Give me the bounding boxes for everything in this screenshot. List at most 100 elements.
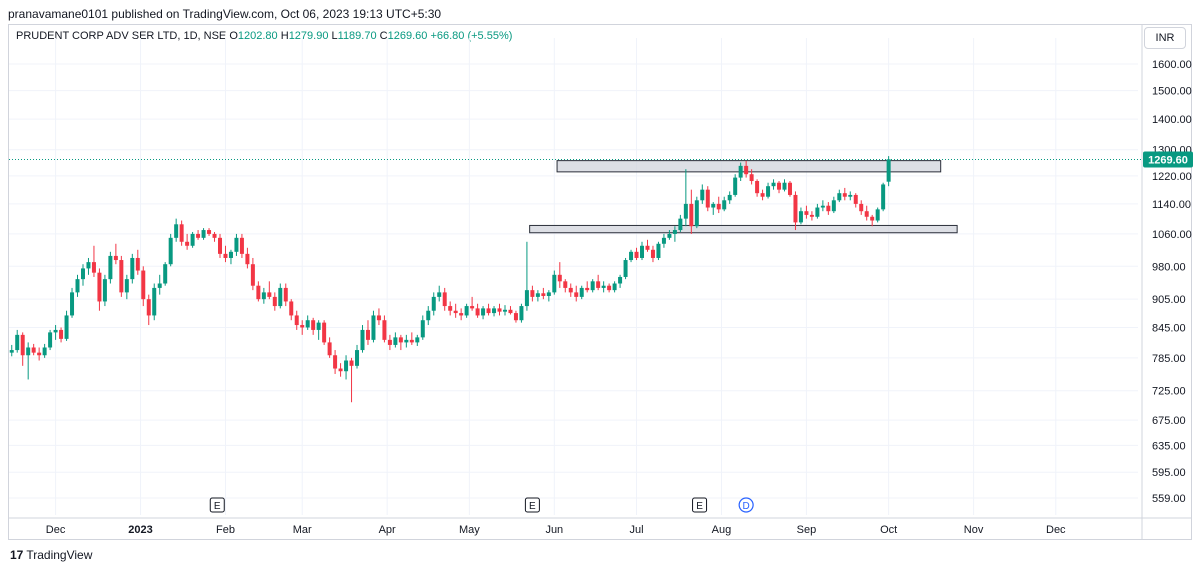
candle-body <box>201 230 206 238</box>
brand-name: TradingView <box>26 548 93 562</box>
candle <box>300 320 305 335</box>
currency-button[interactable]: INR <box>1144 27 1186 49</box>
candle-body <box>344 360 349 372</box>
candle-body <box>289 301 294 316</box>
dividend-event-marker[interactable]: D <box>738 497 754 513</box>
last-price-label: 1269.60 <box>1148 154 1188 166</box>
candle-body <box>75 279 80 293</box>
candle-body <box>190 233 195 246</box>
low-value: 1189.70 <box>337 30 377 42</box>
earnings-event-marker[interactable]: E <box>524 497 540 513</box>
x-tick-label: Jun <box>545 524 563 536</box>
candle <box>26 342 31 380</box>
candle-body <box>513 313 518 321</box>
candle <box>212 231 217 242</box>
candle <box>755 179 760 197</box>
candle-body <box>837 193 842 201</box>
candle <box>502 305 507 316</box>
tradingview-brand[interactable]: 17 TradingView <box>10 548 92 562</box>
candle-body <box>524 290 529 307</box>
candle-body <box>596 281 601 288</box>
candle-body <box>683 203 688 219</box>
candle <box>59 327 64 343</box>
candle <box>20 332 25 366</box>
candle <box>102 274 107 307</box>
symbol-name: PRUDENT CORP ADV SER LTD, 1D, NSE <box>16 30 227 42</box>
candle <box>37 347 42 361</box>
candle <box>481 306 486 320</box>
candle-body <box>59 329 64 339</box>
candle-body <box>667 233 672 238</box>
candle-body <box>31 347 36 353</box>
candle <box>376 308 381 326</box>
y-tick-label: 1060.00 <box>1152 229 1192 241</box>
candle <box>42 343 47 358</box>
candle <box>130 253 135 284</box>
candle <box>228 249 233 265</box>
candle-body <box>113 255 118 261</box>
candle-body <box>338 368 343 372</box>
candle <box>870 214 875 227</box>
candle <box>645 239 650 252</box>
candle-body <box>80 268 85 280</box>
x-tick-label: Nov <box>964 524 984 536</box>
y-tick-label: 905.00 <box>1152 294 1186 306</box>
candle-body <box>185 241 190 246</box>
candle <box>218 233 223 258</box>
candle-body <box>859 203 864 212</box>
candle-body <box>464 306 469 316</box>
candle <box>349 357 354 403</box>
candle <box>760 189 765 201</box>
candle-body <box>519 306 524 321</box>
candle-body <box>612 283 617 291</box>
candle-body <box>37 352 42 356</box>
chart-frame[interactable] <box>8 24 1192 540</box>
y-tick-label: 595.00 <box>1152 467 1186 479</box>
candle-body <box>470 306 475 309</box>
candle <box>168 233 173 267</box>
candle-body <box>689 203 694 227</box>
candle-body <box>727 194 732 201</box>
candle <box>365 320 370 345</box>
candle-body <box>820 205 825 208</box>
earnings-event-marker[interactable]: E <box>209 497 225 513</box>
candle <box>196 230 201 240</box>
y-tick-label: 725.00 <box>1152 386 1186 398</box>
candle-body <box>163 264 168 284</box>
candle-body <box>541 293 546 296</box>
candle-body <box>218 237 223 254</box>
candle-body <box>300 325 305 328</box>
candle-body <box>157 283 162 288</box>
candle-body <box>146 299 151 316</box>
candle-body <box>398 337 403 343</box>
x-tick-label: May <box>459 524 480 536</box>
candle <box>853 193 858 208</box>
candle-body <box>228 251 233 258</box>
candle <box>508 306 513 315</box>
candle-body <box>360 329 365 351</box>
candle-body <box>711 203 716 208</box>
candle-body <box>618 276 623 284</box>
earnings-event-marker[interactable]: E <box>692 497 708 513</box>
candle-body <box>9 350 14 353</box>
candle <box>744 160 749 178</box>
high-label: H <box>280 30 289 42</box>
candle <box>409 332 414 345</box>
candle-body <box>629 251 634 261</box>
candle-body <box>640 245 645 258</box>
candle-body <box>442 292 447 307</box>
last-price-badge <box>1143 151 1193 168</box>
candle <box>777 181 782 194</box>
candle-body <box>64 315 69 339</box>
candle <box>749 169 754 185</box>
candle <box>530 285 535 302</box>
candle <box>431 292 436 316</box>
y-tick-label: 980.00 <box>1152 261 1186 273</box>
candle-body <box>590 281 595 291</box>
candle <box>141 266 146 307</box>
candle <box>771 179 776 190</box>
candle <box>327 337 332 358</box>
candle <box>711 202 716 215</box>
candle-body <box>174 224 179 238</box>
